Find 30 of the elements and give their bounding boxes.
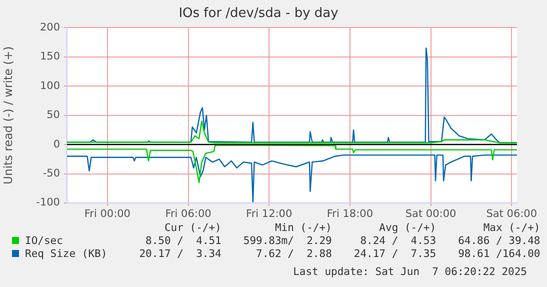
x-tick-label: Fri 00:00 [84,208,130,220]
chart-title: IOs for /dev/sda - by day [178,6,339,22]
x-tick-label: Sat 06:00 [486,208,538,220]
text: 8.50 / 4.51 [144,235,222,248]
text: Avg (-/+) [378,222,436,235]
text: 20.17 / 3.34 [138,248,222,261]
text: Max (-/+) [482,222,540,235]
x-tick-label: Fri 12:00 [246,208,292,220]
y-tick-label: -50 [42,168,60,180]
text: 64.86 / 39.48 [457,235,540,248]
x-tick-label: Sat 00:00 [405,208,456,220]
text: Last update: Sat Jun 7 06:20:22 2025 [293,266,527,278]
x-tick-label: Fri 18:00 [326,208,373,220]
y-tick-label: 0 [53,138,60,150]
y-tick-label: 150 [40,50,60,63]
x-tick-label: Fri 06:00 [165,208,212,220]
y-axis-title: Units read (-) / write (+) [0,46,15,184]
legend-label: IO/sec [24,235,64,248]
text: 7.62 / 2.88 [255,248,332,261]
y-tick-label: 50 [46,109,60,122]
text: Cur (-/+) [163,222,222,235]
y-tick-label: 100 [40,80,60,92]
text: Min (-/+) [274,222,332,235]
legend-label: Req Size (KB) [24,248,108,261]
y-tick-label: -100 [36,196,60,209]
text: 24.17 / 7.35 [352,248,436,261]
y-tick-label: 200 [40,21,60,34]
text: 98.61 /164.00 [457,248,540,261]
text: 599.83m/ 2.29 [242,235,332,248]
text: 8.24 / 4.53 [359,235,436,248]
